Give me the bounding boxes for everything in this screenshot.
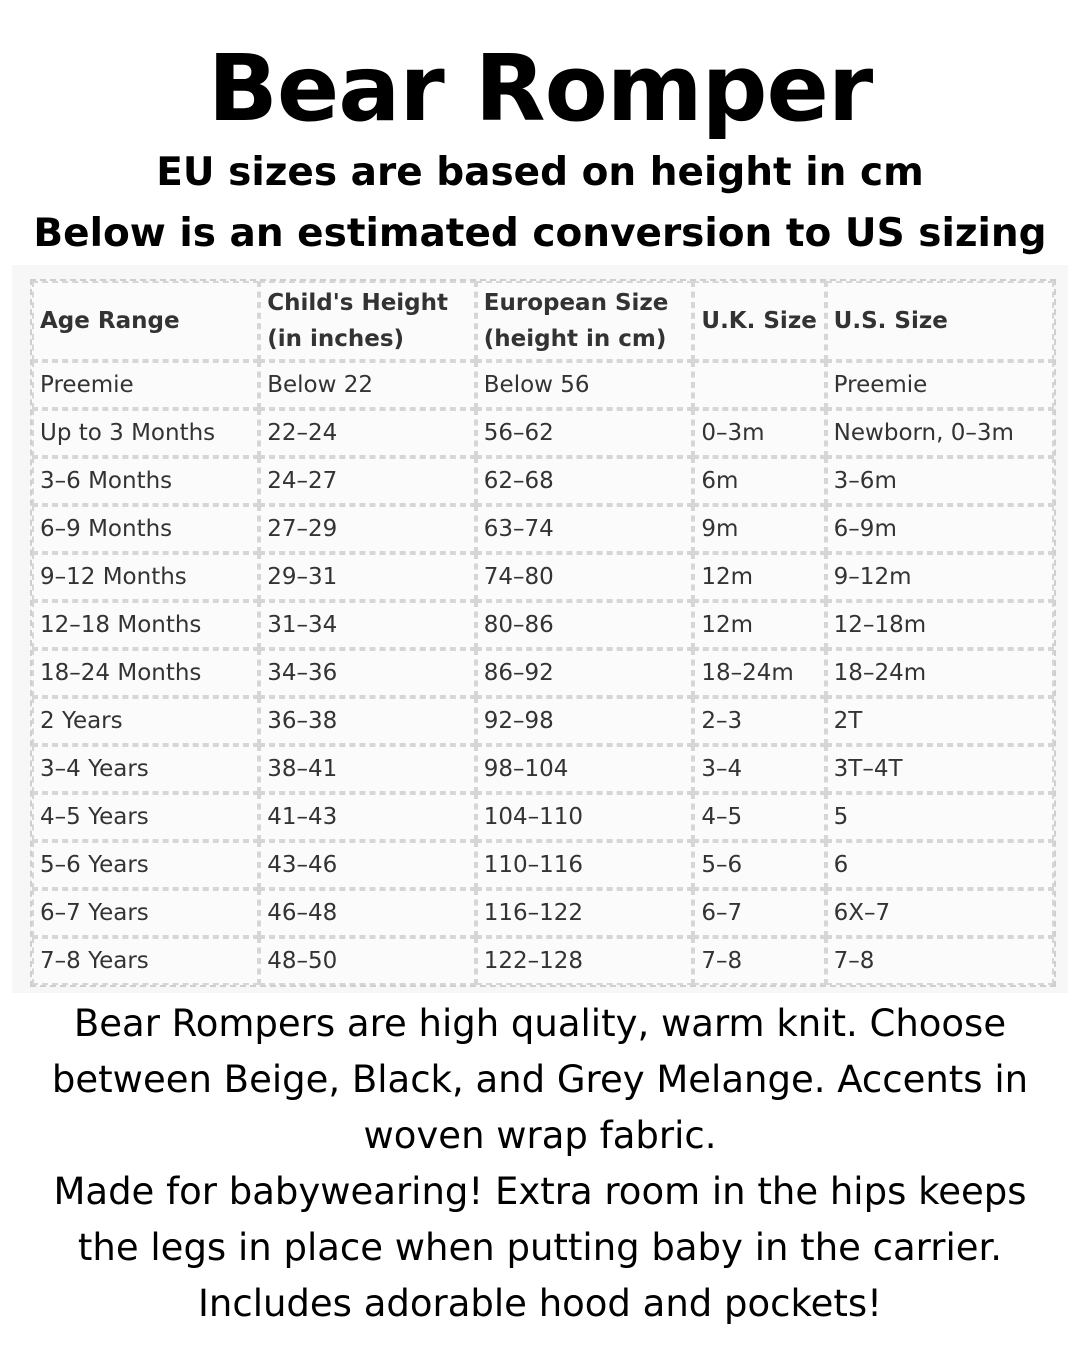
cell-childs-height: 24–27 [259,457,476,505]
header-childs-height: Child's Height (in inches) [259,281,476,361]
header-us-size: U.S. Size [825,281,1054,361]
cell-childs-height: 27–29 [259,505,476,553]
cell-age-range: 9–12 Months [32,553,260,601]
cell-us-size: 6X–7 [825,889,1054,937]
cell-us-size: Preemie [825,361,1054,409]
cell-uk-size [693,361,826,409]
cell-age-range: 5–6 Years [32,841,260,889]
cell-uk-size: 12m [693,601,826,649]
cell-us-size: 12–18m [825,601,1054,649]
cell-european-size: 104–110 [475,793,694,841]
cell-european-size: 56–62 [475,409,694,457]
cell-age-range: 4–5 Years [32,793,260,841]
cell-age-range: 6–7 Years [32,889,260,937]
cell-us-size: 2T [825,697,1054,745]
cell-us-size: 6–9m [825,505,1054,553]
cell-us-size: 9–12m [825,553,1054,601]
description-line: between Beige, Black, and Grey Melange. … [51,1058,1029,1101]
cell-age-range: 6–9 Months [32,505,260,553]
cell-childs-height: 31–34 [259,601,476,649]
cell-us-size: 5 [825,793,1054,841]
cell-us-size: Newborn, 0–3m [825,409,1054,457]
cell-childs-height: 22–24 [259,409,476,457]
cell-uk-size: 6m [693,457,826,505]
cell-age-range: 7–8 Years [32,937,260,985]
table-row: 3–6 Months 24–27 62–68 6m 3–6m [32,457,1054,505]
product-description: Bear Rompers are high quality, warm knit… [0,996,1080,1332]
cell-age-range: 12–18 Months [32,601,260,649]
cell-childs-height: 34–36 [259,649,476,697]
cell-european-size: 116–122 [475,889,694,937]
header-age-range: Age Range [32,281,260,361]
table-body: Preemie Below 22 Below 56 Preemie Up to 3 Mo… [32,361,1054,985]
table-row: 6–9 Months 27–29 63–74 9m 6–9m [32,505,1054,553]
cell-age-range: Up to 3 Months [32,409,260,457]
cell-us-size: 6 [825,841,1054,889]
cell-uk-size: 18–24m [693,649,826,697]
description-line: Made for babywearing! Extra room in the … [53,1170,1027,1213]
cell-us-size: 18–24m [825,649,1054,697]
table-row: 2 Years 36–38 92–98 2–3 2T [32,697,1054,745]
cell-age-range: 3–4 Years [32,745,260,793]
header-european-size: European Size (height in cm) [475,281,694,361]
cell-european-size: 86–92 [475,649,694,697]
size-chart-table: Age Range Child's Height (in inches) Eur… [30,279,1056,987]
description-line: woven wrap fabric. [363,1114,717,1157]
cell-age-range: 3–6 Months [32,457,260,505]
cell-european-size: 98–104 [475,745,694,793]
cell-age-range: Preemie [32,361,260,409]
page-title: Bear Romper [207,35,874,142]
cell-childs-height: 29–31 [259,553,476,601]
cell-european-size: 80–86 [475,601,694,649]
cell-uk-size: 3–4 [693,745,826,793]
cell-european-size: 74–80 [475,553,694,601]
cell-uk-size: 6–7 [693,889,826,937]
table-row: 7–8 Years 48–50 122–128 7–8 7–8 [32,937,1054,985]
cell-uk-size: 9m [693,505,826,553]
cell-age-range: 18–24 Months [32,649,260,697]
table-row: 5–6 Years 43–46 110–116 5–6 6 [32,841,1054,889]
cell-childs-height: 41–43 [259,793,476,841]
cell-european-size: 122–128 [475,937,694,985]
subtitle-line: EU sizes are based on height in cm [156,150,924,195]
cell-european-size: 62–68 [475,457,694,505]
cell-age-range: 2 Years [32,697,260,745]
cell-childs-height: 43–46 [259,841,476,889]
table-row: Up to 3 Months 22–24 56–62 0–3m Newborn, 0–3… [32,409,1054,457]
table-row: Preemie Below 22 Below 56 Preemie [32,361,1054,409]
table-header-row: Age Range Child's Height (in inches) Eur… [32,281,1054,361]
cell-uk-size: 5–6 [693,841,826,889]
size-chart-panel: Age Range Child's Height (in inches) Eur… [12,265,1068,993]
cell-childs-height: 36–38 [259,697,476,745]
cell-childs-height: 46–48 [259,889,476,937]
cell-childs-height: 48–50 [259,937,476,985]
cell-european-size: 92–98 [475,697,694,745]
cell-european-size: Below 56 [475,361,694,409]
cell-us-size: 7–8 [825,937,1054,985]
cell-childs-height: Below 22 [259,361,476,409]
cell-childs-height: 38–41 [259,745,476,793]
cell-european-size: 63–74 [475,505,694,553]
table-row: 4–5 Years 41–43 104–110 4–5 5 [32,793,1054,841]
table-row: 9–12 Months 29–31 74–80 12m 9–12m [32,553,1054,601]
header-uk-size: U.K. Size [693,281,826,361]
cell-uk-size: 7–8 [693,937,826,985]
table-row: 6–7 Years 46–48 116–122 6–7 6X–7 [32,889,1054,937]
subtitle-line: Below is an estimated conversion to US s… [33,211,1047,256]
description-line: Includes adorable hood and pockets! [198,1282,882,1325]
cell-european-size: 110–116 [475,841,694,889]
table-row: 12–18 Months 31–34 80–86 12m 12–18m [32,601,1054,649]
cell-uk-size: 0–3m [693,409,826,457]
cell-us-size: 3–6m [825,457,1054,505]
cell-us-size: 3T–4T [825,745,1054,793]
cell-uk-size: 12m [693,553,826,601]
description-line: the legs in place when putting baby in t… [77,1226,1003,1269]
cell-uk-size: 2–3 [693,697,826,745]
description-line: Bear Rompers are high quality, warm knit… [73,1002,1007,1045]
table-row: 3–4 Years 38–41 98–104 3–4 3T–4T [32,745,1054,793]
table-row: 18–24 Months 34–36 86–92 18–24m 18–24m [32,649,1054,697]
cell-uk-size: 4–5 [693,793,826,841]
